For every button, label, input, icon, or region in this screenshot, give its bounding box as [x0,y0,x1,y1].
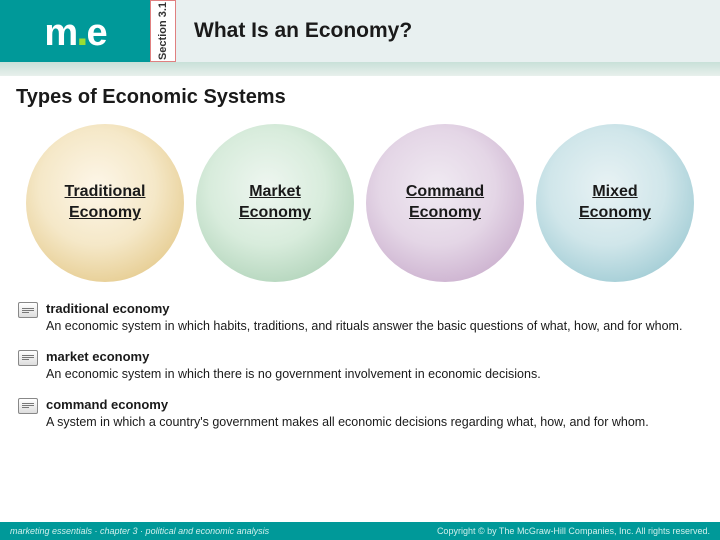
title-area: What Is an Economy? [176,0,720,62]
document-icon [18,398,38,414]
definition-text: A system in which a country's government… [46,414,702,431]
circle-traditional: TraditionalEconomy [26,124,184,282]
definition-item: command economy A system in which a coun… [18,397,702,431]
definition-item: market economy An economic system in whi… [18,349,702,383]
circle-market: MarketEconomy [196,124,354,282]
copyright-text: Copyright © by The McGraw-Hill Companies… [437,526,710,536]
subtitle: Types of Economic Systems [16,86,704,109]
circle-command: CommandEconomy [366,124,524,282]
footer-right: Copyright © by The McGraw-Hill Companies… [437,526,710,536]
content: Types of Economic Systems TraditionalEco… [0,76,720,431]
definition-text: An economic system in which there is no … [46,366,702,383]
circle-label: CommandEconomy [406,182,484,224]
footer: marketing essentials · chapter 3 · polit… [0,522,720,540]
definitions-list: traditional economy An economic system i… [16,301,704,431]
page-title: What Is an Economy? [194,19,412,43]
section-tab: Section 3.1 [150,0,176,62]
definition-term: traditional economy [46,301,702,316]
definition-item: traditional economy An economic system i… [18,301,702,335]
circle-mixed: MixedEconomy [536,124,694,282]
definition-text: An economic system in which habits, trad… [46,318,702,335]
logo-text: m.e [44,6,105,56]
circle-label: MixedEconomy [579,182,651,224]
circles-row: TraditionalEconomy MarketEconomy Command… [16,123,704,283]
document-icon [18,302,38,318]
section-label: Section 3.1 [157,2,169,60]
footer-left: marketing essentials · chapter 3 · polit… [10,526,269,536]
definition-term: command economy [46,397,702,412]
circle-label: MarketEconomy [239,182,311,224]
definition-term: market economy [46,349,702,364]
document-icon [18,350,38,366]
header-gradient-bar [0,62,720,76]
header: m.e Section 3.1 What Is an Economy? [0,0,720,62]
circle-label: TraditionalEconomy [65,182,146,224]
logo: m.e [0,0,150,62]
